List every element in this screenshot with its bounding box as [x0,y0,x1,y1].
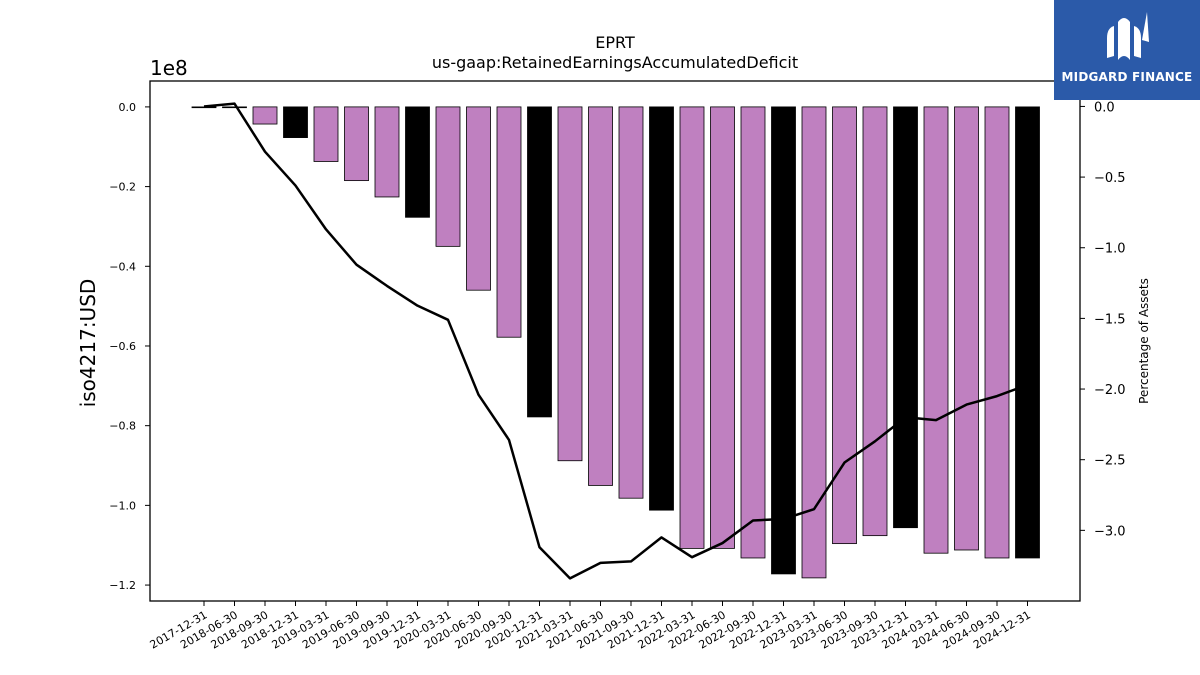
line-group [203,102,1028,580]
chart-title: EPRT [595,33,635,52]
bar [862,106,888,537]
bar [496,106,522,338]
bar [771,106,796,575]
y-tick-label: −1.2 [109,579,136,592]
y2-tick-label: 0.0 [1094,100,1115,115]
bar [588,106,613,486]
bar [405,106,430,218]
bar [283,106,308,138]
bar [557,106,583,462]
bar [344,106,369,182]
y-tick-label: 0.0 [119,101,137,114]
bars-group [191,106,1040,579]
bar [435,106,461,247]
y2-tick-label: −0.5 [1094,171,1126,186]
bar [649,106,674,511]
bar [832,106,857,545]
y2-tick-label: −2.5 [1094,454,1126,469]
y-tick-label: −0.4 [109,260,136,273]
bar [984,106,1010,559]
brand-logo: MIDGARD FINANCE [1054,0,1200,100]
y-axis-label: iso4217:USD [76,279,100,408]
bar [954,106,979,551]
y-tick-label: −1.0 [109,499,136,512]
bar [222,106,247,109]
bar [252,106,278,125]
bar [679,106,705,549]
bar [710,106,735,549]
y-tick-label: −0.2 [109,181,136,194]
brand-name: MIDGARD FINANCE [1061,70,1193,84]
y2-tick-label: −1.5 [1094,312,1126,327]
y2-tick-label: −3.0 [1094,524,1126,539]
bar [923,106,949,554]
y2-axis-label: Percentage of Assets [1137,278,1151,404]
bar [801,106,827,579]
bar [618,106,644,499]
y-offset-label: 1e8 [150,56,188,80]
bar [893,106,918,529]
bar [191,106,217,109]
percentage-line [203,102,1028,580]
bar [527,106,552,418]
y2-tick-label: −2.0 [1094,383,1126,398]
chart-subtitle: us-gaap:RetainedEarningsAccumulatedDefic… [432,53,798,72]
y-tick-label: −0.6 [109,340,136,353]
y-tick-label: −0.8 [109,420,136,433]
y2-tick-label: −1.0 [1094,242,1126,257]
bar [313,106,339,162]
plot-frame [149,80,1081,602]
bar [1015,106,1040,559]
bar [374,106,400,198]
bar [466,106,491,291]
bar [740,106,766,559]
midgard-logo-icon [1107,12,1149,60]
